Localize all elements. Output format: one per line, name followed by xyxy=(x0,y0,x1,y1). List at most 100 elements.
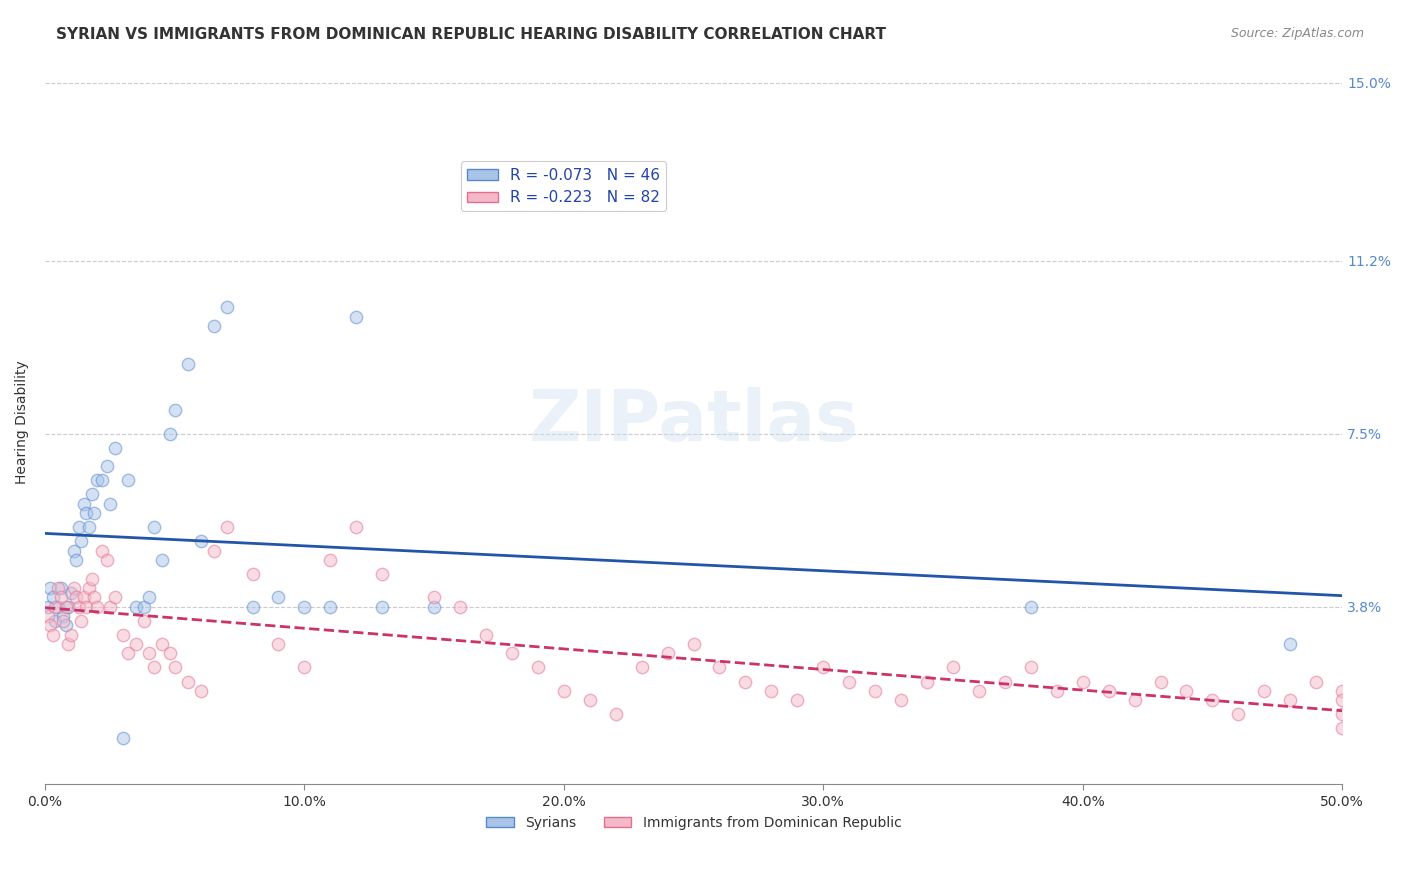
Point xyxy=(1201,693,1223,707)
Point xyxy=(1046,684,1069,698)
Point xyxy=(42,628,65,642)
Point xyxy=(915,674,938,689)
Point xyxy=(96,459,118,474)
Point xyxy=(1098,684,1121,698)
Point xyxy=(242,566,264,581)
Point xyxy=(630,660,652,674)
Point xyxy=(62,543,84,558)
Point xyxy=(39,581,62,595)
Point xyxy=(142,520,165,534)
Point xyxy=(77,581,100,595)
Point xyxy=(371,599,394,614)
Legend: Syrians, Immigrants from Dominican Republic: Syrians, Immigrants from Dominican Repub… xyxy=(481,810,907,836)
Point xyxy=(942,660,965,674)
Point xyxy=(190,684,212,698)
Point xyxy=(39,618,62,632)
Point xyxy=(682,637,704,651)
Point xyxy=(142,660,165,674)
Point xyxy=(37,599,59,614)
Point xyxy=(55,599,77,614)
Point xyxy=(163,660,186,674)
Point xyxy=(786,693,808,707)
Point xyxy=(838,674,860,689)
Point xyxy=(1331,684,1354,698)
Point xyxy=(242,599,264,614)
Point xyxy=(46,599,69,614)
Point xyxy=(1019,660,1042,674)
Point xyxy=(104,441,127,455)
Point xyxy=(1331,707,1354,722)
Point xyxy=(863,684,886,698)
Point xyxy=(890,693,912,707)
Point xyxy=(125,637,148,651)
Point xyxy=(37,609,59,624)
Point xyxy=(449,599,471,614)
Point xyxy=(215,301,238,315)
Point xyxy=(117,647,139,661)
Point xyxy=(70,534,93,549)
Point xyxy=(475,628,498,642)
Point xyxy=(159,647,181,661)
Point xyxy=(98,599,121,614)
Point xyxy=(117,474,139,488)
Point xyxy=(65,553,87,567)
Point xyxy=(605,707,627,722)
Text: ZIPatlas: ZIPatlas xyxy=(529,387,859,457)
Point xyxy=(150,637,173,651)
Point xyxy=(371,566,394,581)
Point xyxy=(138,591,160,605)
Point xyxy=(1331,721,1354,735)
Point xyxy=(294,660,316,674)
Point xyxy=(73,497,96,511)
Point xyxy=(138,647,160,661)
Point xyxy=(83,506,105,520)
Point xyxy=(55,618,77,632)
Point xyxy=(294,599,316,614)
Point xyxy=(76,599,98,614)
Point xyxy=(91,474,114,488)
Point xyxy=(202,319,225,334)
Point xyxy=(1279,693,1302,707)
Y-axis label: Hearing Disability: Hearing Disability xyxy=(15,360,30,483)
Point xyxy=(1149,674,1171,689)
Point xyxy=(267,591,290,605)
Point xyxy=(125,599,148,614)
Point xyxy=(319,599,342,614)
Point xyxy=(42,591,65,605)
Point xyxy=(59,585,82,599)
Point xyxy=(83,591,105,605)
Point xyxy=(132,614,155,628)
Point xyxy=(62,581,84,595)
Point xyxy=(150,553,173,567)
Point xyxy=(344,310,367,324)
Point xyxy=(76,506,98,520)
Point xyxy=(49,581,72,595)
Point xyxy=(91,543,114,558)
Point xyxy=(1123,693,1146,707)
Point xyxy=(65,591,87,605)
Point xyxy=(44,599,66,614)
Point xyxy=(1227,707,1250,722)
Point xyxy=(58,637,80,651)
Point xyxy=(80,572,103,586)
Point xyxy=(813,660,835,674)
Point xyxy=(423,599,446,614)
Point xyxy=(58,599,80,614)
Point xyxy=(70,614,93,628)
Point xyxy=(1253,684,1275,698)
Point xyxy=(709,660,731,674)
Point xyxy=(1331,693,1354,707)
Point xyxy=(52,614,75,628)
Point xyxy=(98,497,121,511)
Point xyxy=(1019,599,1042,614)
Text: SYRIAN VS IMMIGRANTS FROM DOMINICAN REPUBLIC HEARING DISABILITY CORRELATION CHAR: SYRIAN VS IMMIGRANTS FROM DOMINICAN REPU… xyxy=(56,27,886,42)
Point xyxy=(96,553,118,567)
Point xyxy=(49,591,72,605)
Point xyxy=(73,591,96,605)
Point xyxy=(1175,684,1198,698)
Point xyxy=(761,684,783,698)
Point xyxy=(111,628,134,642)
Point xyxy=(80,487,103,501)
Point xyxy=(86,474,108,488)
Point xyxy=(163,403,186,417)
